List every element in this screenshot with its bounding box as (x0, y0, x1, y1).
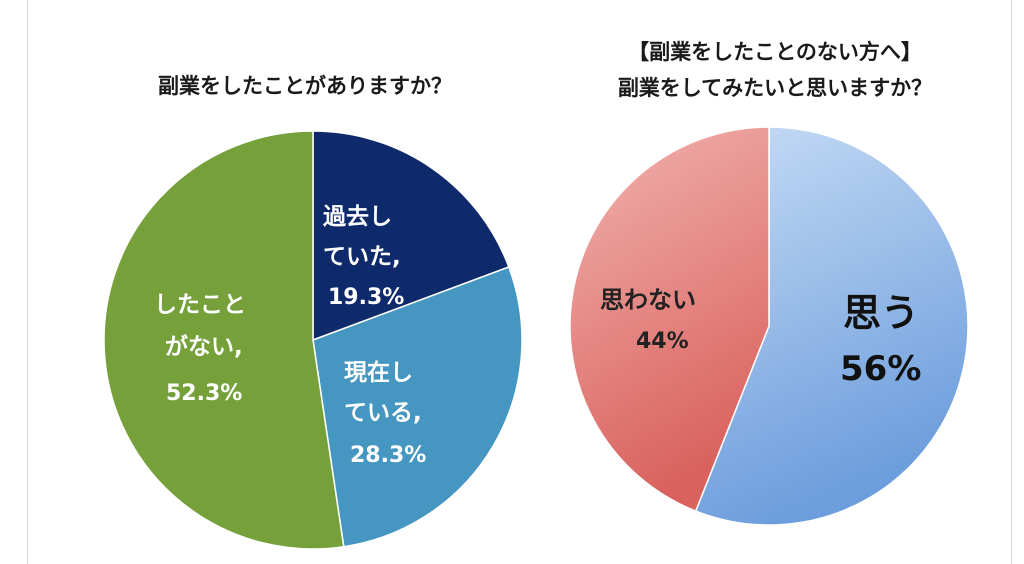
left-chart-title: 副業をしたことがありますか？ (158, 74, 452, 98)
right-pie: 思う 56% 思わない 44% (569, 126, 969, 526)
pie-slice-past (312, 130, 510, 342)
frame-left-border (27, 0, 28, 564)
slice-label-current-line2: ている, (344, 400, 422, 426)
pie-slice-current (312, 266, 523, 548)
slice-label-never-value: 52.3% (166, 381, 242, 406)
slice-label-never-line1: したこと (154, 292, 246, 318)
right-chart-title-line-1: 【副業をしたことのない方へ】 (628, 40, 922, 64)
slice-label-current-line1: 現在し (344, 359, 413, 386)
slice-label-no-name: 思わない (600, 286, 696, 314)
pie-slice-yes (694, 126, 969, 526)
slice-label-yes-value: 56% (840, 349, 921, 389)
slice-label-yes-name: 思う (843, 291, 919, 335)
left-pie: 過去し ていた, 19.3% 現在し ている, 28.3% したこと がない, … (103, 130, 523, 550)
slice-label-never-line2: がない, (165, 333, 243, 360)
slice-label-no-value: 44% (636, 329, 689, 354)
slice-label-past-line2: ていた, (323, 244, 401, 270)
frame-right-border (1011, 0, 1012, 564)
pie-slice-no (569, 126, 770, 513)
right-chart-title-line-2: 副業をしてみたいと思いますか？ (617, 76, 933, 100)
slice-label-past-value: 19.3% (328, 285, 404, 310)
slice-label-current-value: 28.3% (350, 443, 426, 468)
pie-slice-never (103, 130, 345, 550)
slice-label-past-line1: 過去し (323, 203, 392, 230)
